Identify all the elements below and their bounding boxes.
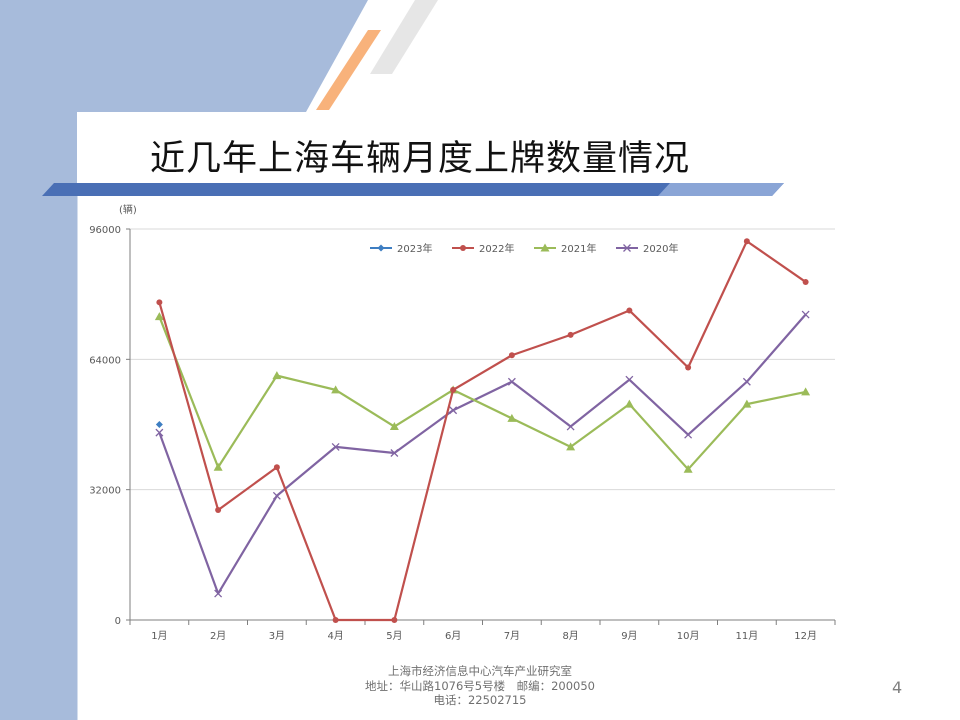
data-point (743, 238, 750, 245)
data-point (623, 244, 631, 252)
data-point (390, 449, 399, 457)
series-3 (155, 310, 810, 598)
series-line (158, 316, 806, 471)
data-point (742, 399, 752, 408)
series-0 (155, 421, 163, 428)
footer-phone: 电话：22502715 (433, 693, 527, 707)
data-point (391, 617, 398, 623)
data-point (272, 491, 281, 500)
title-underline-band (42, 183, 784, 196)
data-point (272, 371, 282, 380)
x-tick-label: 11月 (736, 630, 759, 642)
x-tick-label: 5月 (386, 630, 402, 642)
data-point (155, 421, 163, 428)
series-1 (156, 238, 809, 623)
data-point (507, 377, 516, 386)
x-tick-label: 2月 (210, 630, 226, 642)
legend-label: 2020年 (643, 242, 678, 255)
data-point (742, 377, 751, 386)
data-point (214, 589, 223, 598)
data-point (450, 386, 457, 393)
data-point (215, 507, 222, 514)
data-point (507, 413, 517, 422)
x-tick-label: 3月 (269, 630, 285, 642)
data-point (331, 442, 340, 451)
legend-label: 2023年 (397, 242, 432, 255)
legend-item: 2023年 (370, 242, 432, 255)
data-point (377, 244, 385, 252)
data-point (449, 406, 458, 415)
chart-series (154, 238, 811, 623)
y-axis-unit-label: (辆) (119, 203, 137, 216)
x-tick-label: 4月 (327, 630, 343, 642)
y-tick-label: 0 (115, 616, 121, 627)
y-tick-label: 32000 (89, 486, 121, 497)
data-point (155, 428, 164, 437)
data-point (460, 245, 466, 251)
footer-org: 上海市经济信息中心汽车产业研究室 (388, 664, 572, 678)
data-point (801, 310, 810, 319)
data-point (273, 464, 280, 471)
data-point (802, 278, 809, 285)
y-tick-label: 96000 (89, 225, 121, 236)
page-number: 4 (892, 678, 903, 697)
y-tick-label: 64000 (89, 355, 121, 366)
data-point (332, 617, 339, 623)
content-panel (77, 112, 960, 720)
chart-grid (130, 228, 835, 491)
x-tick-label: 8月 (562, 630, 578, 642)
data-point (624, 399, 634, 408)
data-point (213, 462, 223, 471)
data-point (331, 385, 341, 394)
data-point (508, 352, 515, 359)
data-point (567, 331, 574, 338)
left-side-band (0, 0, 77, 720)
title-underline-band-light (658, 183, 784, 196)
x-tick-label: 1月 (151, 630, 167, 642)
footer-address: 地址：华山路1076号5号楼 邮编：200050 (365, 678, 595, 693)
legend-item: 2020年 (616, 242, 678, 255)
data-point (685, 364, 692, 371)
data-point (801, 387, 811, 396)
gray-stripe (370, 0, 438, 74)
x-tick-label: 9月 (621, 630, 637, 642)
series-line (158, 240, 807, 622)
legend-label: 2022年 (479, 242, 514, 255)
data-point (156, 299, 163, 306)
legend-item: 2021年 (534, 242, 596, 255)
legend-label: 2021年 (561, 242, 596, 255)
chart-legend: 2023年 2022年 2021年 2020年 (370, 242, 678, 255)
data-point (683, 464, 693, 473)
data-point (626, 307, 633, 314)
data-point (566, 442, 576, 451)
x-tick-label: 10月 (677, 630, 700, 642)
series-line (158, 313, 807, 595)
x-tick-label: 7月 (504, 630, 520, 642)
data-point (154, 312, 164, 321)
data-point (566, 422, 575, 431)
chart-tick-labels: 0 32000 64000 96000 1月 2月 3月 4月 5月 6月 7月 8月 9月 10月 11月… (89, 225, 817, 642)
orange-stripe (316, 30, 381, 110)
top-side-band (0, 0, 368, 112)
legend-item: 2022年 (452, 242, 514, 255)
slide-title: 近几年上海车辆月度上牌数量情况 (150, 139, 691, 179)
series-2 (154, 312, 811, 473)
chart-axes (126, 228, 836, 625)
data-point (684, 430, 693, 439)
x-tick-label: 6月 (445, 630, 461, 642)
data-point (540, 243, 550, 252)
x-tick-label: 12月 (794, 630, 817, 642)
data-point (389, 422, 399, 431)
footer: 上海市经济信息中心汽车产业研究室 地址：华山路1076号5号楼 邮编：20005… (330, 664, 630, 708)
data-point (625, 375, 634, 384)
